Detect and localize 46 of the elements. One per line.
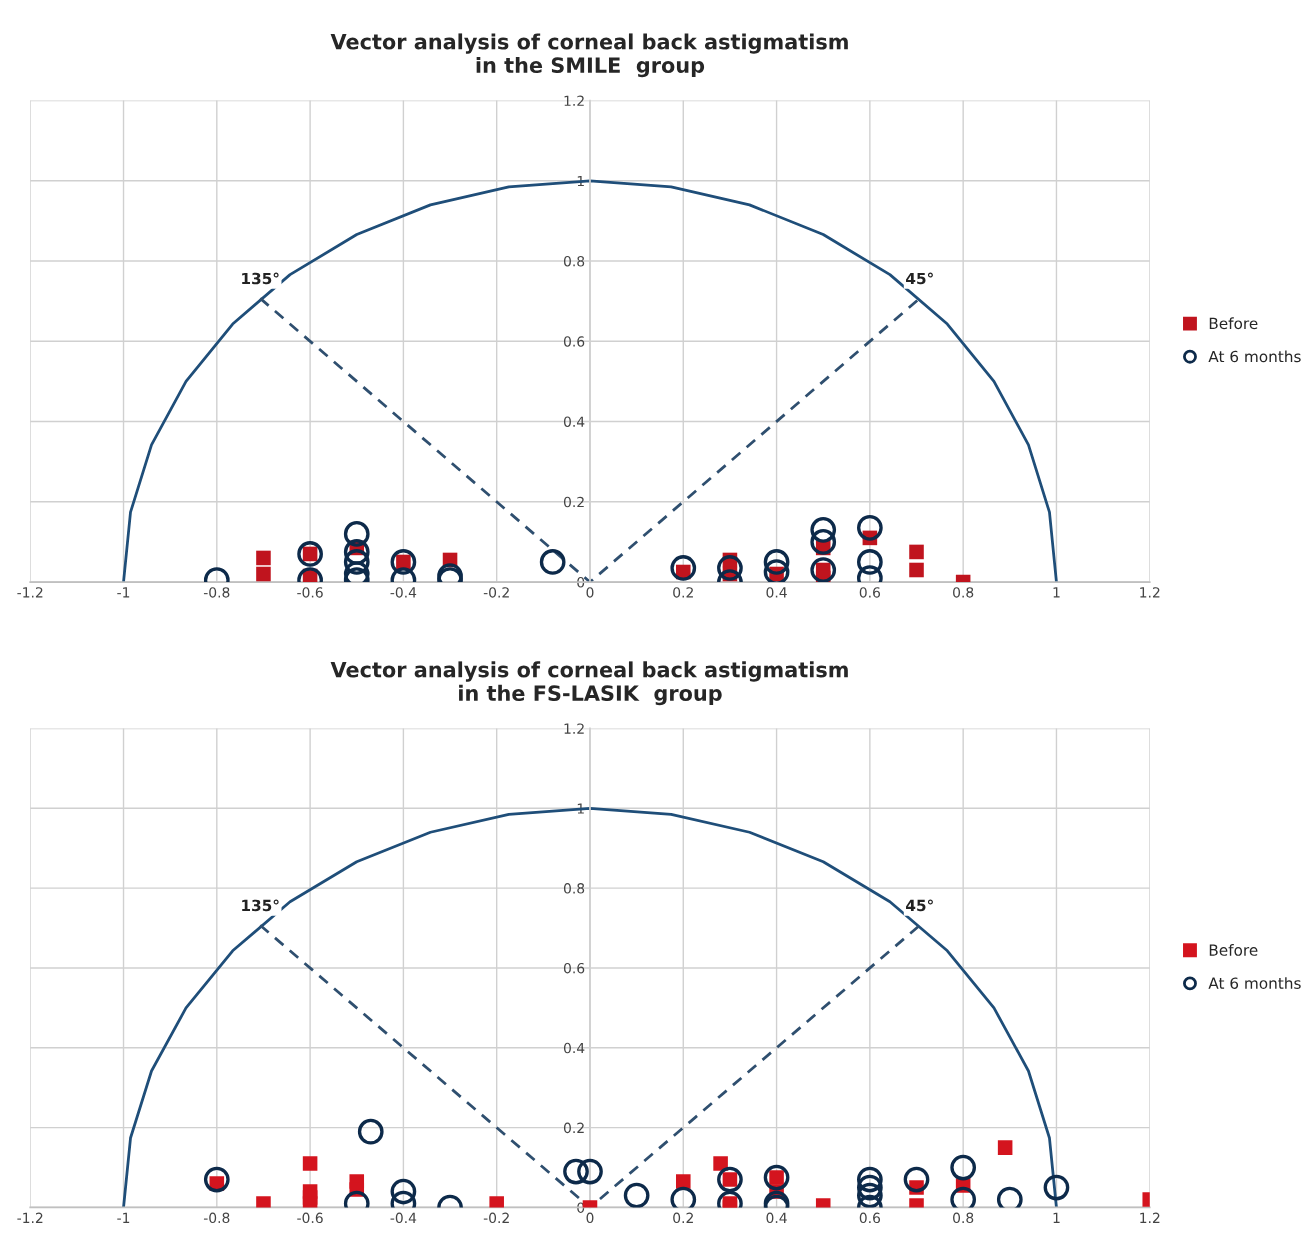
y-tick-label: 0.6 [563,336,585,347]
y-tick-label: 0.4 [563,416,585,427]
x-tick-label: 0.8 [953,587,974,598]
y-tick-label: 1.2 [564,95,584,106]
y-tick-label: 0.4 [563,1042,585,1054]
x-tick-label: -0.6 [297,587,323,598]
y-tick-label: 0.2 [563,1122,584,1134]
x-tick-label: 1 [1053,587,1060,598]
annotation: 45° [906,272,933,285]
x-tick-label: 1.2 [1140,1212,1160,1223]
x-tick-label: 0 [586,1212,594,1224]
x-tick-label: 0.6 [859,1212,881,1224]
x-tick-label: -1 [117,587,130,598]
annotation: 45° [906,899,933,912]
y-tick-label: 0.8 [563,255,585,267]
y-tick-label: 0.8 [563,883,585,894]
y-tick-label: 1.2 [564,723,584,734]
legend-label: At 6 months [1208,977,1301,989]
chart-title: Vector analysis of corneal back astigmatism in the SMILE group [330,33,848,78]
x-tick-label: -0.8 [203,1212,230,1224]
x-tick-label: -0.8 [203,587,230,598]
x-tick-label: 0.4 [766,587,787,598]
x-tick-label: -1.2 [17,1212,43,1223]
x-tick-label: 0.2 [673,587,693,598]
legend-label: Before [1209,317,1258,330]
y-tick-label: 0.2 [563,496,584,508]
x-tick-label: 0 [586,587,594,598]
legend-label: At 6 months [1208,350,1301,363]
annotation: 135° [242,899,279,912]
x-tick-label: 0.6 [859,587,881,598]
x-tick-label: -0.6 [297,1212,323,1224]
x-tick-label: -0.4 [390,1212,417,1224]
x-tick-label: -0.2 [483,1212,509,1224]
annotation: 135° [242,272,279,285]
x-tick-label: -0.4 [390,587,417,598]
x-tick-label: 1.2 [1140,587,1160,598]
x-tick-label: 1 [1053,1212,1060,1223]
chart-title: Vector analysis of corneal back astigmatism in the FS-LASIK group [330,661,848,706]
x-tick-label: -0.2 [483,587,509,598]
x-tick-label: 0.4 [766,1212,787,1224]
x-tick-label: 0.8 [953,1212,974,1224]
x-tick-label: -1.2 [17,587,43,598]
legend-label: Before [1209,944,1258,956]
y-tick-label: 0.6 [563,962,585,974]
x-tick-label: 0.2 [673,1212,693,1224]
x-tick-label: -1 [117,1212,130,1223]
